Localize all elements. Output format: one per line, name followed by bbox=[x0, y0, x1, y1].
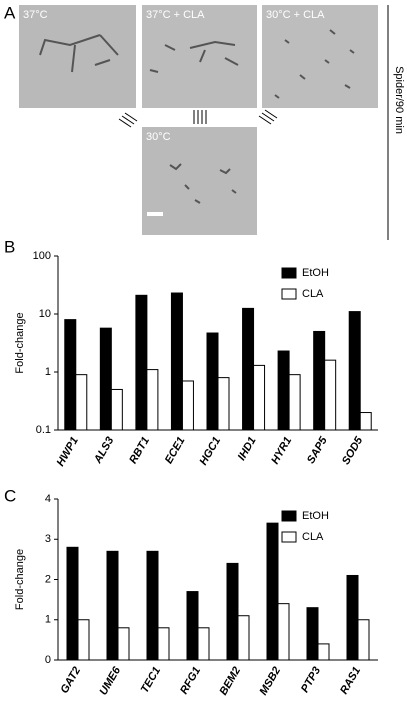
bar bbox=[186, 591, 199, 661]
x-tick-label: BEM2 bbox=[217, 665, 243, 697]
side-label: Spider/90 min bbox=[393, 66, 405, 134]
y-tick-label: 0 bbox=[45, 654, 51, 666]
micrograph bbox=[142, 127, 257, 235]
bar bbox=[359, 412, 372, 431]
panel-label: A bbox=[4, 3, 16, 22]
bar bbox=[288, 374, 301, 431]
y-tick-label: 0.1 bbox=[36, 424, 51, 436]
legend-swatch bbox=[281, 510, 297, 522]
x-tick-label: ALS3 bbox=[91, 435, 116, 466]
bar bbox=[237, 615, 250, 661]
x-tick-label: RFG1 bbox=[178, 665, 203, 696]
bar bbox=[99, 327, 112, 431]
hyphae bbox=[39, 34, 119, 73]
micrograph bbox=[19, 5, 136, 108]
bar bbox=[146, 550, 159, 661]
x-tick-label: HWP1 bbox=[55, 435, 81, 469]
bar bbox=[324, 359, 337, 431]
y-tick-label: 1 bbox=[45, 614, 51, 626]
x-tick-label: UME6 bbox=[97, 664, 123, 697]
x-tick-label: GAT2 bbox=[58, 665, 83, 696]
cells bbox=[169, 163, 237, 204]
cells bbox=[149, 40, 239, 73]
bar bbox=[197, 627, 210, 661]
y-tick-label: 1 bbox=[45, 366, 51, 378]
panel-label: B bbox=[4, 237, 15, 256]
bar bbox=[217, 377, 230, 431]
bar bbox=[135, 294, 148, 431]
micrograph bbox=[142, 5, 257, 108]
image-label: 37°C bbox=[23, 9, 48, 21]
y-tick-label: 4 bbox=[45, 493, 51, 505]
arrows bbox=[118, 109, 278, 128]
bar bbox=[357, 619, 370, 661]
x-tick-label: RAS1 bbox=[338, 665, 363, 696]
bar bbox=[75, 374, 88, 431]
bar bbox=[313, 330, 326, 431]
x-tick-label: SOD5 bbox=[340, 434, 366, 467]
panel-label: C bbox=[4, 486, 16, 505]
legend-swatch bbox=[281, 531, 297, 543]
image-label: 30°C bbox=[146, 131, 171, 143]
bar bbox=[277, 350, 290, 431]
x-tick-label: IHD1 bbox=[236, 435, 259, 463]
legend-label: CLA bbox=[302, 531, 324, 543]
scale-bar bbox=[147, 212, 163, 216]
bar bbox=[266, 522, 279, 661]
bar bbox=[157, 627, 170, 661]
y-tick-label: 3 bbox=[45, 533, 51, 545]
y-tick-label: 2 bbox=[45, 573, 51, 585]
bar bbox=[106, 550, 119, 661]
y-tick-label: 100 bbox=[33, 250, 51, 262]
bar bbox=[117, 627, 130, 661]
bar bbox=[77, 619, 90, 661]
bar bbox=[66, 546, 79, 661]
x-tick-label: SAP5 bbox=[305, 434, 330, 466]
bar bbox=[64, 319, 77, 431]
cells bbox=[274, 29, 355, 99]
legend-label: CLA bbox=[302, 288, 324, 300]
y-tick-label: 10 bbox=[39, 308, 51, 320]
y-axis-label: Fold-change bbox=[14, 549, 26, 610]
micrograph bbox=[262, 5, 378, 108]
x-tick-label: ECE1 bbox=[163, 435, 188, 466]
image-label: 37°C + CLA bbox=[146, 9, 205, 21]
x-tick-label: MSB2 bbox=[257, 665, 283, 697]
bar bbox=[206, 332, 219, 431]
x-tick-label: HYR1 bbox=[269, 435, 294, 466]
bar bbox=[306, 607, 319, 661]
legend-swatch bbox=[281, 288, 297, 300]
bar bbox=[348, 311, 361, 431]
bar bbox=[277, 603, 290, 661]
x-tick-label: RBT1 bbox=[127, 435, 152, 466]
y-axis-label: Fold-change bbox=[14, 312, 26, 373]
bar bbox=[110, 388, 123, 431]
x-tick-label: TEC1 bbox=[139, 665, 163, 695]
micrographs: 37°C 37°C + CLA 30°C + CLA 30°C bbox=[19, 5, 378, 235]
legend-swatch bbox=[281, 267, 297, 279]
bar bbox=[226, 562, 239, 661]
image-label: 30°C + CLA bbox=[266, 9, 325, 21]
bar bbox=[346, 574, 359, 661]
bar bbox=[181, 380, 194, 431]
legend-label: EtOH bbox=[302, 267, 329, 279]
bar bbox=[253, 364, 266, 431]
legend-label: EtOH bbox=[302, 510, 329, 522]
x-tick-label: PTP3 bbox=[299, 665, 323, 695]
bar bbox=[146, 369, 159, 431]
bar bbox=[317, 643, 330, 661]
bar bbox=[242, 307, 255, 431]
bar bbox=[170, 292, 183, 431]
x-tick-label: HGC1 bbox=[197, 435, 223, 467]
